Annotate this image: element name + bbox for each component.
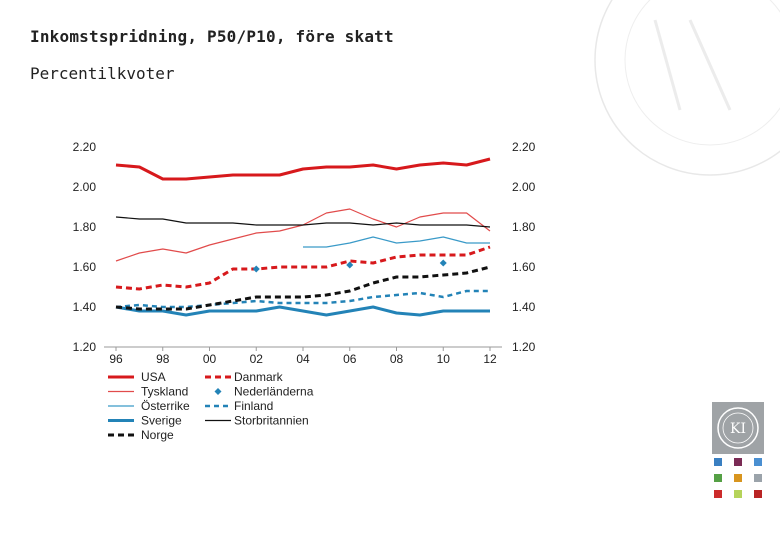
x-tick-label: 04 [296, 352, 310, 366]
color-square [714, 458, 722, 466]
ki-logo-icon: KI [712, 402, 764, 454]
color-square [754, 474, 762, 482]
data-point-nederl-nderna [346, 261, 354, 269]
color-square [734, 458, 742, 466]
x-tick-label: 12 [483, 352, 497, 366]
series-line-usa [115, 157, 491, 181]
legend-label-finland: Finland [234, 399, 273, 413]
x-tick-label: 08 [390, 352, 404, 366]
color-squares [714, 458, 762, 498]
series-line-danmark [115, 245, 491, 291]
legend-label-usa: USA [141, 370, 166, 384]
legend-label--sterrike: Österrike [141, 399, 190, 413]
y-tick-label-right: 1.20 [512, 340, 536, 354]
y-tick-label-right: 1.40 [512, 300, 536, 314]
ki-watermark-icon [594, 0, 780, 176]
page-subtitle: Percentilkvoter [30, 64, 175, 83]
ki-logo-text: KI [730, 421, 746, 437]
series-line-sverige [115, 305, 490, 317]
series-line-finland [115, 289, 490, 309]
y-tick-label-left: 2.00 [73, 180, 97, 194]
color-square [754, 490, 762, 498]
x-tick-label: 06 [343, 352, 357, 366]
series-line-tyskland [115, 208, 491, 262]
data-point-nederl-nderna [439, 259, 447, 267]
y-tick-label-left: 1.40 [73, 300, 97, 314]
x-tick-label: 96 [109, 352, 123, 366]
x-tick-label: 02 [250, 352, 264, 366]
color-square [734, 474, 742, 482]
legend-label-nederl-nderna: Nederländerna [234, 385, 314, 399]
x-tick-label: 10 [437, 352, 451, 366]
data-point-nederl-nderna [252, 265, 260, 273]
series-line--sterrike [303, 236, 490, 248]
color-square [734, 490, 742, 498]
legend-label-danmark: Danmark [234, 370, 284, 384]
legend-label-sverige: Sverige [141, 414, 182, 428]
legend-label-storbritannien: Storbritannien [234, 414, 309, 428]
legend-label-tyskland: Tyskland [141, 385, 188, 399]
y-tick-label-left: 2.20 [73, 140, 97, 154]
color-square [754, 458, 762, 466]
page-title: Inkomstspridning, P50/P10, före skatt [30, 27, 394, 46]
y-tick-label-right: 2.00 [512, 180, 536, 194]
color-square [714, 490, 722, 498]
y-tick-label-right: 2.20 [512, 140, 536, 154]
color-square [714, 474, 722, 482]
y-tick-label-right: 1.60 [512, 260, 536, 274]
y-tick-label-left: 1.80 [73, 220, 97, 234]
y-tick-label-left: 1.60 [73, 260, 97, 274]
x-tick-label: 98 [156, 352, 170, 366]
series-line-norge [115, 265, 491, 311]
legend-label-norge: Norge [141, 428, 174, 442]
x-tick-label: 00 [203, 352, 217, 366]
series-line-storbritannien [115, 216, 491, 228]
legend-swatch-nederl-nderna [214, 388, 222, 395]
y-tick-label-right: 1.80 [512, 220, 536, 234]
y-tick-label-left: 1.20 [73, 340, 97, 354]
